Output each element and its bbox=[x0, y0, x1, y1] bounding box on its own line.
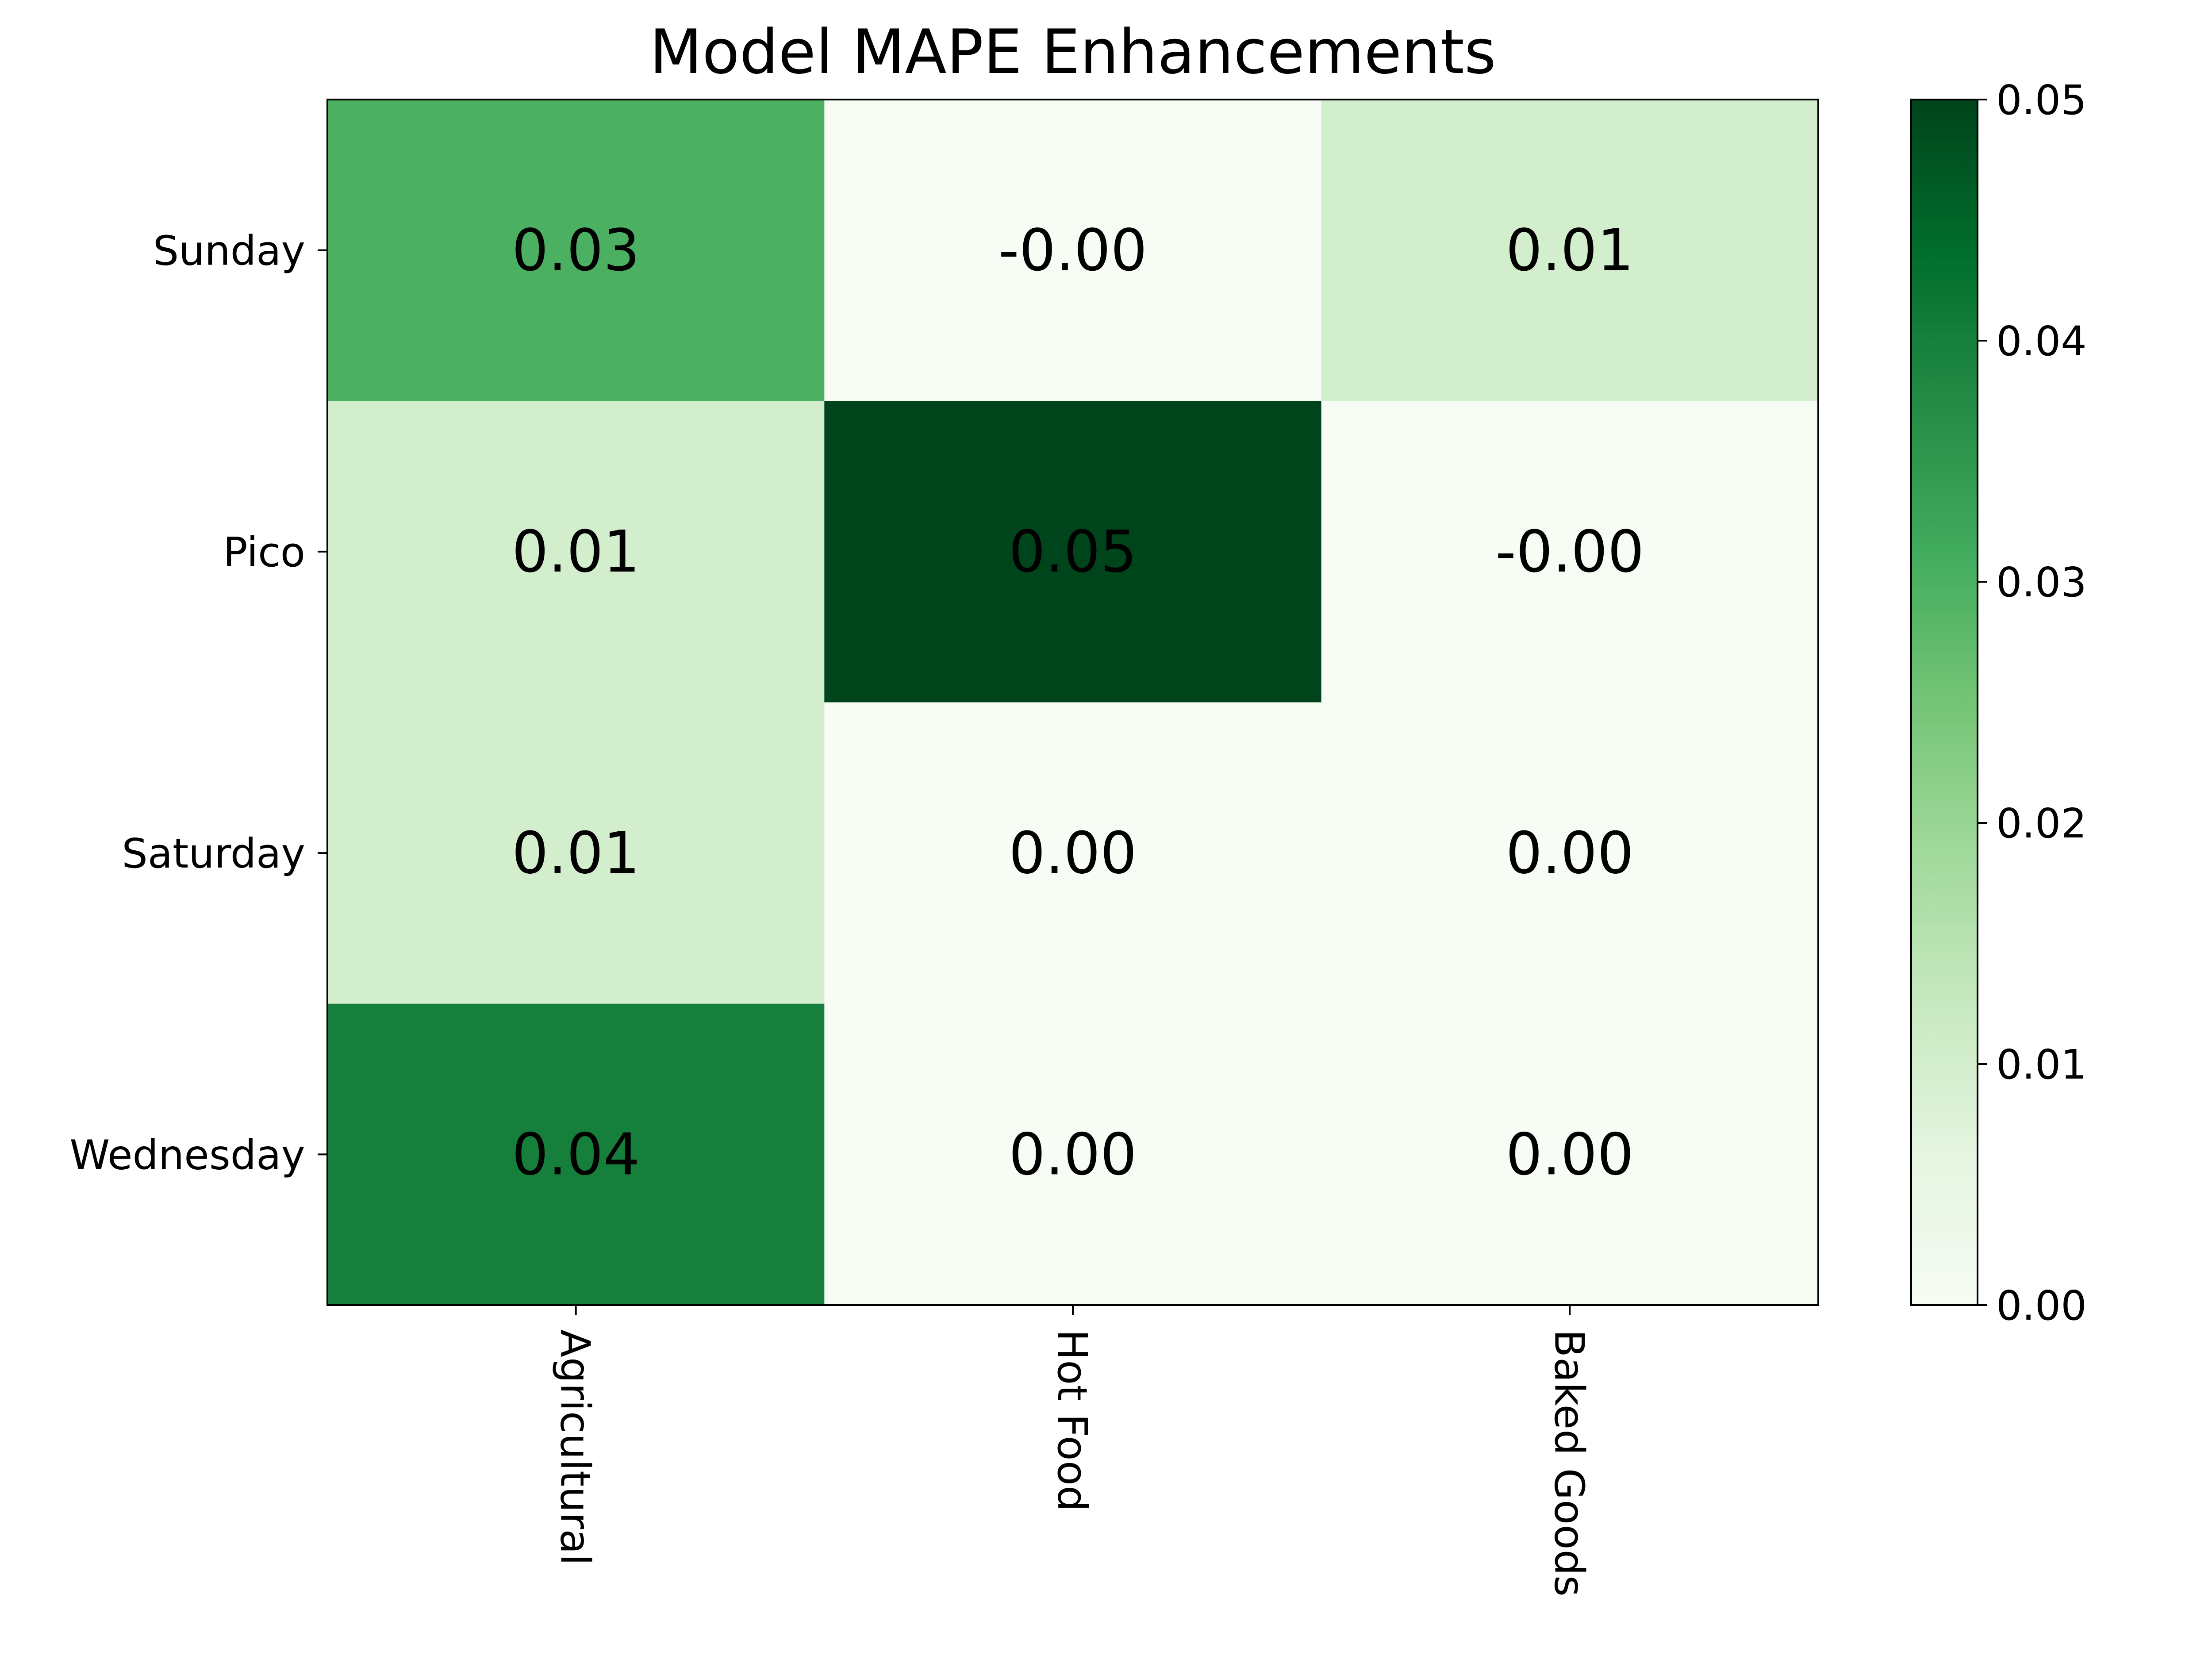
heatmap-cell-0-0 bbox=[327, 100, 825, 401]
heatmap-cell-1-0 bbox=[327, 401, 825, 703]
heatmap-cell-2-2 bbox=[1321, 702, 1819, 1004]
cell-label-2-2: 0.00 bbox=[1506, 819, 1634, 887]
heatmap-cell-3-2 bbox=[1321, 1003, 1819, 1306]
chart-title: Model MAPE Enhancements bbox=[649, 16, 1496, 88]
cell-label-3-2: 0.00 bbox=[1506, 1121, 1634, 1188]
cell-label-1-2: -0.00 bbox=[1495, 518, 1644, 585]
cell-label-0-0: 0.03 bbox=[512, 217, 640, 284]
y-tick-label-3: Wednesday bbox=[69, 1131, 305, 1179]
colorbar bbox=[1910, 99, 1978, 1306]
heatmap-cell-1-2 bbox=[1321, 401, 1819, 703]
x-tick-label-0: Agricultural bbox=[552, 1329, 599, 1565]
colorbar-tick-label-2: 0.02 bbox=[1996, 800, 2087, 847]
heatmap-cell-labels: 0.03 -0.00 0.01 0.01 0.05 -0.00 0.01 0.00 0.00 0.… bbox=[512, 217, 1644, 1188]
heatmap-cell-0-2 bbox=[1321, 100, 1819, 401]
heatmap-cell-2-1 bbox=[824, 702, 1322, 1004]
cell-label-2-0: 0.01 bbox=[512, 819, 640, 887]
heatmap-cells bbox=[327, 100, 1819, 1306]
cell-label-0-1: -0.00 bbox=[998, 217, 1147, 284]
cell-label-3-1: 0.00 bbox=[1009, 1121, 1137, 1188]
y-tick-label-1: Pico bbox=[223, 529, 305, 576]
y-tick-label-0: Sunday bbox=[153, 227, 305, 275]
colorbar-tick-label-3: 0.03 bbox=[1996, 559, 2087, 606]
colorbar-tick-label-4: 0.04 bbox=[1996, 318, 2087, 365]
x-tick-label-1: Hot Food bbox=[1048, 1329, 1096, 1511]
cell-label-1-0: 0.01 bbox=[512, 518, 640, 585]
colorbar-ticks: 0.00 0.01 0.02 0.03 0.04 0.05 bbox=[1978, 77, 2087, 1329]
cell-label-2-1: 0.00 bbox=[1009, 819, 1137, 887]
cell-label-0-2: 0.01 bbox=[1506, 217, 1634, 284]
colorbar-tick-label-1: 0.01 bbox=[1996, 1041, 2087, 1088]
colorbar-tick-label-5: 0.05 bbox=[1996, 77, 2087, 124]
cell-label-3-0: 0.04 bbox=[512, 1121, 640, 1188]
x-axis: Agricultural Hot Food Baked Goods bbox=[552, 1305, 1593, 1597]
heatmap-cell-3-1 bbox=[824, 1003, 1322, 1306]
heatmap-cell-0-1 bbox=[824, 100, 1322, 401]
x-tick-label-2: Baked Goods bbox=[1545, 1329, 1593, 1597]
cell-label-1-1: 0.05 bbox=[1009, 518, 1137, 585]
y-tick-label-2: Saturday bbox=[122, 830, 305, 877]
colorbar-tick-label-0: 0.00 bbox=[1996, 1282, 2087, 1329]
y-axis: Sunday Pico Saturday Wednesday bbox=[69, 227, 327, 1179]
heatmap-cell-2-0 bbox=[327, 702, 825, 1004]
heatmap-cell-1-1 bbox=[824, 401, 1322, 703]
heatmap-cell-3-0 bbox=[327, 1003, 825, 1306]
